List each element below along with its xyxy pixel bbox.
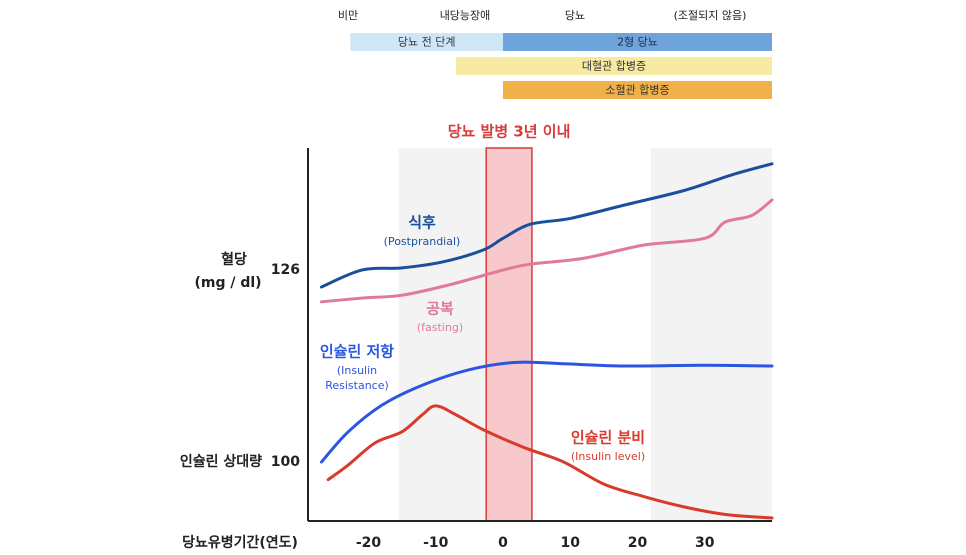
series-label: 공복 [426,300,454,318]
stage-bar [503,33,772,51]
x-tick-label: 30 [695,535,715,551]
stage-label: (조절되지 않음) [674,9,747,22]
stage-bar-label: 2형 당뇨 [617,36,658,49]
line [319,162,774,289]
stage-label: 당뇨 [565,9,585,22]
x-tick-label: 10 [561,535,581,551]
stage-bar-label: 대혈관 합병증 [582,59,646,73]
series-sublabel: (fasting) [417,321,463,334]
x-axis-label: 당뇨유병기간(연도) [182,534,298,551]
stage-bar [455,57,772,75]
shaded-region [650,148,772,521]
y-axis-label: 혈당 [221,251,247,268]
line [319,198,774,304]
highlight-label: 당뇨 발병 3년 이내 [448,123,571,141]
series-sublabel: Resistance) [325,379,389,392]
series-label: 식후 [408,214,436,232]
x-tick-label: -10 [423,535,449,551]
stage-bar-label: 당뇨 전 단계 [398,36,456,49]
x-tick-label: -20 [356,535,382,551]
series-label: 인슐린 분비 [571,429,645,447]
series-sublabel: (Postprandial) [384,235,461,248]
y-tick-label: 100 [271,454,300,470]
line [319,360,774,464]
y-tick-label: 126 [271,262,300,278]
stage-bar-label: 소혈관 합병증 [605,83,669,97]
series-sublabel: (Insulin level) [571,450,645,463]
y-axis-label: 인슐린 상대량 [180,453,262,470]
series-sublabel: (Insulin [337,364,377,377]
stage-bar [350,33,504,51]
series-label: 인슐린 저항 [320,343,394,361]
x-tick-label: 20 [628,535,648,551]
highlight-region [485,147,533,522]
x-tick-label: 0 [498,535,508,551]
stage-label: 내당능장애 [440,9,491,22]
y-axis-label: (mg / dl) [194,275,261,291]
line [326,404,774,520]
stage-bar [503,81,772,99]
stage-label: 비만 [338,9,358,22]
